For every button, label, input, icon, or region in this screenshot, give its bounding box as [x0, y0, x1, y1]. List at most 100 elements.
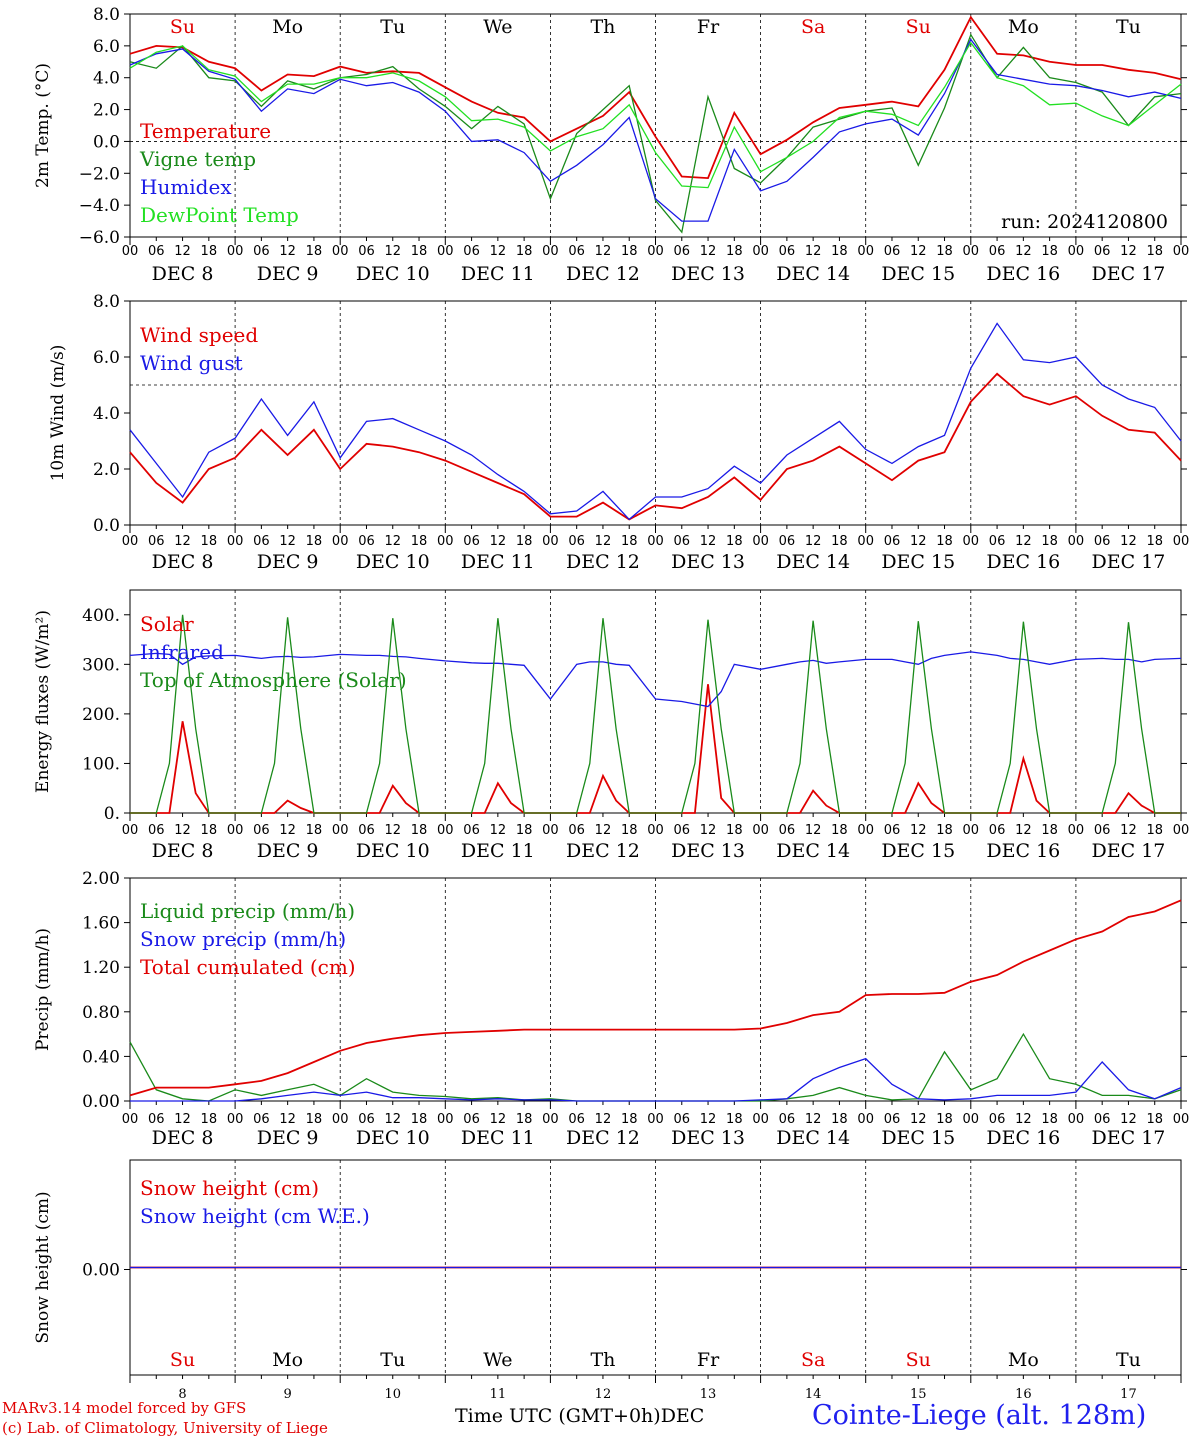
y-tick-label: 8.0	[93, 292, 120, 312]
x-hour-label: 00	[857, 244, 874, 259]
x-hour-label: 12	[595, 534, 612, 549]
x-hour-label: 18	[411, 823, 428, 838]
x-hour-label: 00	[752, 1112, 769, 1127]
x-hour-label: 00	[963, 1112, 980, 1127]
x-hour-label: 06	[989, 1112, 1006, 1127]
legend-entry: Wind gust	[140, 351, 243, 375]
x-hour-label: 18	[726, 534, 743, 549]
x-hour-label: 18	[726, 823, 743, 838]
x-hour-label: 00	[647, 534, 664, 549]
x-hour-label: 12	[490, 1112, 507, 1127]
x-hour-label: 12	[805, 244, 822, 259]
x-date-label: DEC 11	[461, 263, 535, 285]
x-hour-label: 18	[621, 534, 638, 549]
model-credit: MARv3.14 model forced by GFS	[2, 1399, 247, 1417]
x-date-label: DEC 15	[881, 551, 955, 573]
legend-entry: DewPoint Temp	[140, 203, 299, 227]
y-tick-label: 300.	[82, 655, 120, 675]
x-hour-label: 06	[463, 823, 480, 838]
x-hour-label: 18	[621, 823, 638, 838]
x-hour-label: 18	[726, 1112, 743, 1127]
x-hour-label: 12	[384, 823, 401, 838]
x-hour-label: 18	[306, 534, 323, 549]
x-date-label: DEC 16	[986, 1127, 1060, 1149]
x-hour-label: 06	[568, 823, 585, 838]
x-hour-label: 12	[384, 1112, 401, 1127]
x-hour-label: 00	[752, 534, 769, 549]
x-hour-label: 06	[884, 534, 901, 549]
x-hour-label: 12	[490, 823, 507, 838]
x-hour-label: 12	[910, 244, 927, 259]
x-hour-label: 18	[936, 244, 953, 259]
x-hour-label: 12	[1015, 534, 1032, 549]
x-hour-label: 12	[174, 1112, 191, 1127]
weekday-label-bottom: Fr	[697, 1349, 720, 1371]
time-axis-text: Time UTC (GMT+0h)	[455, 1405, 661, 1427]
x-hour-label: 12	[279, 244, 296, 259]
x-hour-label: 18	[936, 534, 953, 549]
x-hour-label: 12	[700, 1112, 717, 1127]
weekday-label: Mo	[1008, 16, 1039, 38]
x-hour-label: 06	[568, 244, 585, 259]
x-hour-label: 00	[332, 244, 349, 259]
day-number-label: 15	[910, 1387, 927, 1402]
x-hour-label: 12	[1015, 823, 1032, 838]
legend-entry: Solar	[140, 612, 194, 636]
x-hour-label: 12	[1015, 244, 1032, 259]
x-hour-label: 18	[411, 244, 428, 259]
y-tick-label: 100.	[82, 754, 120, 774]
x-hour-label: 12	[805, 823, 822, 838]
x-date-label: DEC 9	[257, 840, 319, 862]
y-tick-label: 1.20	[82, 958, 120, 978]
x-hour-label: 00	[227, 534, 244, 549]
legend-entry: Snow height (cm W.E.)	[140, 1204, 370, 1228]
x-hour-label: 06	[1094, 534, 1111, 549]
x-hour-label: 00	[963, 534, 980, 549]
x-hour-label: 18	[201, 244, 218, 259]
x-hour-label: 00	[437, 244, 454, 259]
x-hour-label: 06	[884, 1112, 901, 1127]
x-hour-label: 00	[542, 534, 559, 549]
x-hour-label: 00	[227, 1112, 244, 1127]
x-hour-label: 18	[411, 1112, 428, 1127]
series-line-snow-precip-mm-h-	[130, 1057, 1182, 1102]
y-tick-label: 6.0	[93, 37, 120, 57]
weekday-label: We	[483, 16, 512, 38]
x-hour-label: 06	[463, 534, 480, 549]
x-date-label: DEC 15	[881, 1127, 955, 1149]
x-hour-label: 18	[621, 244, 638, 259]
legend-entry: Vigne temp	[139, 147, 256, 171]
day-number-label: 11	[490, 1387, 507, 1402]
x-hour-label: 18	[1146, 244, 1163, 259]
x-date-label: DEC 12	[566, 263, 640, 285]
x-hour-label: 00	[857, 823, 874, 838]
weekday-label-bottom: Su	[170, 1349, 195, 1371]
x-hour-label: 06	[358, 244, 375, 259]
y-tick-label: 2.0	[93, 101, 120, 121]
time-axis-label: Time UTC (GMT+0h)DEC	[455, 1405, 704, 1427]
series-line-humidex	[129, 38, 1182, 222]
x-hour-label: 18	[201, 1112, 218, 1127]
x-date-label: DEC 10	[356, 840, 430, 862]
series-line-temperature	[129, 15, 1182, 180]
x-hour-label: 18	[1146, 534, 1163, 549]
x-hour-label: 00	[1068, 1112, 1085, 1127]
x-date-label: DEC 16	[986, 551, 1060, 573]
x-date-label: DEC 8	[152, 840, 214, 862]
y-axis-label: Precip (mm/h)	[33, 928, 53, 1051]
x-hour-label: 18	[831, 534, 848, 549]
legend-entry: Humidex	[140, 175, 232, 199]
x-hour-label: 18	[1041, 1112, 1058, 1127]
x-hour-label: 18	[201, 823, 218, 838]
series-line-wind-gust	[129, 322, 1182, 521]
x-hour-label: 00	[542, 244, 559, 259]
x-hour-label: 00	[332, 1112, 349, 1127]
x-date-label: DEC 15	[881, 840, 955, 862]
x-date-label: DEC 17	[1092, 551, 1166, 573]
day-number-label: 14	[805, 1387, 822, 1402]
x-date-label: DEC 10	[356, 551, 430, 573]
x-hour-label: 06	[148, 244, 165, 259]
x-hour-label: 12	[910, 823, 927, 838]
x-hour-label: 12	[595, 1112, 612, 1127]
x-hour-label: 12	[174, 244, 191, 259]
